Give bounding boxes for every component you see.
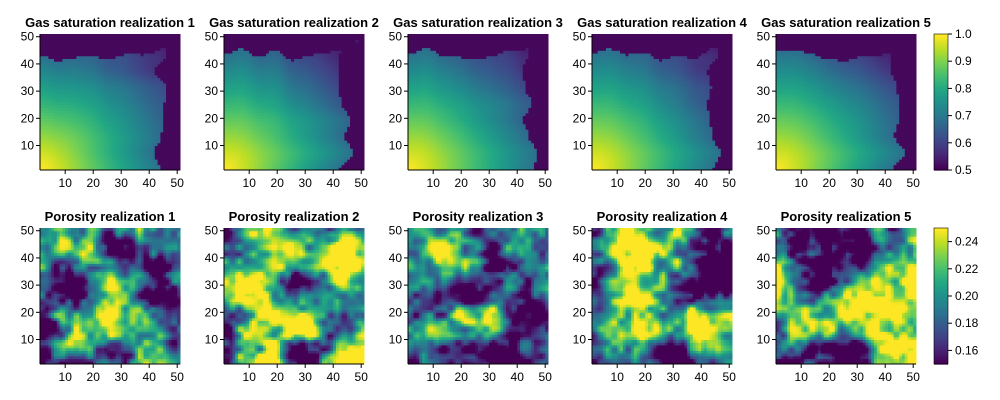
y-tick-label: 30 [21,84,35,98]
x-tick-label: 10 [59,176,73,190]
y-tick-label: 40 [21,57,35,71]
heatmap-cell [177,34,180,37]
x-tick-label: 50 [171,176,185,190]
x-tick-label: 30 [115,176,129,190]
y-tick-label: 20 [21,111,35,125]
heatmap-cells [40,34,181,171]
x-tick-label: 20 [87,176,101,190]
y-tick-label: 50 [21,30,35,44]
heatmap-cells [224,34,365,171]
x-tick-label: 40 [143,176,157,190]
y-tick-label: 10 [21,139,35,153]
panel-title: Gas saturation realization 1 [25,15,195,30]
